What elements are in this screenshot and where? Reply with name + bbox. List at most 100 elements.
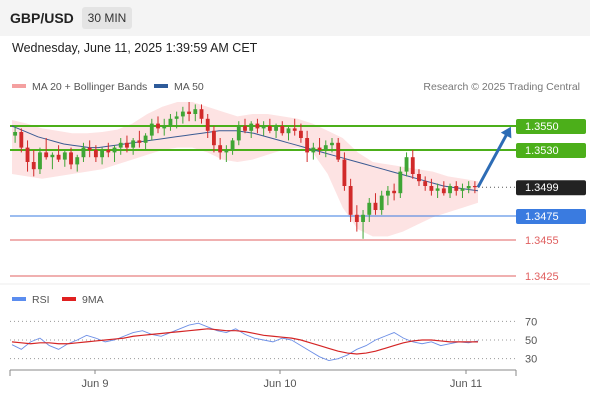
candle-body xyxy=(311,147,316,153)
level-label: 1.3475 xyxy=(525,211,559,223)
legend-swatch xyxy=(12,84,26,88)
level-label: 1.3530 xyxy=(525,145,559,157)
level-label: 1.3455 xyxy=(525,235,559,247)
candle-body xyxy=(429,186,434,191)
candle-body xyxy=(454,186,459,191)
timeframe-button[interactable]: 30 MIN xyxy=(82,7,132,29)
candle-body xyxy=(243,126,247,131)
candle-body xyxy=(236,126,241,141)
candle-body xyxy=(50,154,55,158)
forecast-arrow-head xyxy=(500,126,512,139)
x-tick-label: Jun 10 xyxy=(263,378,296,390)
candle-body xyxy=(56,154,61,160)
candle-body xyxy=(404,157,409,172)
candle-body xyxy=(156,123,160,129)
candle-body xyxy=(423,181,428,186)
candle-body xyxy=(460,188,465,191)
instrument-title: GBP/USD xyxy=(10,10,74,26)
candle-body xyxy=(205,118,210,131)
candle-body xyxy=(25,147,30,162)
x-tick-label: Jun 9 xyxy=(82,378,109,390)
bollinger-band xyxy=(12,102,478,237)
candle-body xyxy=(323,145,328,150)
legend-label: MA 50 xyxy=(174,81,204,93)
rsi-line xyxy=(11,322,479,362)
candle-body xyxy=(38,152,42,170)
legend-swatch xyxy=(154,84,168,88)
candle-body xyxy=(398,171,403,194)
candle-body xyxy=(280,126,285,134)
rsi-legend-swatch xyxy=(62,297,76,301)
level-tag-resistance xyxy=(516,119,586,134)
candle-body xyxy=(361,214,365,222)
candle-body xyxy=(267,126,272,131)
candle-body xyxy=(305,138,310,153)
rsi-tick-label: 30 xyxy=(525,354,537,366)
level-label: 1.3550 xyxy=(525,121,559,133)
candle-body xyxy=(187,111,192,114)
last-price-tag xyxy=(516,180,586,196)
level-label: 1.3499 xyxy=(525,182,559,194)
rsi-9ma-line xyxy=(11,328,478,355)
candle-body xyxy=(162,126,167,129)
candle-body xyxy=(261,126,266,129)
candle-body xyxy=(44,152,49,158)
candle-body xyxy=(249,123,254,131)
level-label: 1.3425 xyxy=(525,271,559,283)
candle-body xyxy=(472,186,477,188)
candle-body xyxy=(330,142,334,146)
candle-body xyxy=(100,150,105,158)
candle-body xyxy=(230,140,235,150)
rsi-legend-label: 9MA xyxy=(82,294,104,306)
candle-body xyxy=(379,195,384,210)
candle-body xyxy=(441,188,446,194)
rsi-tick-label: 70 xyxy=(525,316,537,328)
candle-body xyxy=(87,147,92,150)
candle-body xyxy=(199,109,204,119)
candle-body xyxy=(410,157,415,174)
candle-body xyxy=(149,123,154,136)
credit-text: Research © 2025 Trading Central xyxy=(423,81,580,93)
candle-body xyxy=(212,130,216,146)
candle-body xyxy=(417,174,421,182)
forecast-arrow xyxy=(476,131,510,188)
candle-body xyxy=(298,130,303,138)
candle-body xyxy=(193,109,198,114)
candle-body xyxy=(174,116,179,119)
candle-body xyxy=(373,202,378,210)
candle-body xyxy=(106,150,111,153)
candle-body xyxy=(385,190,390,196)
candle-body xyxy=(69,152,73,165)
candle-body xyxy=(62,152,67,160)
candle-body xyxy=(292,128,297,131)
candle-body xyxy=(317,147,322,150)
candle-body xyxy=(125,142,129,148)
candle-body xyxy=(81,147,86,158)
legend-label: MA 20 + Bollinger Bands xyxy=(32,81,147,93)
candle-body xyxy=(131,140,136,148)
candle-body xyxy=(112,147,117,153)
candle-body xyxy=(218,145,223,153)
candle-body xyxy=(354,214,359,222)
candle-body xyxy=(118,142,123,148)
candle-body xyxy=(224,150,229,153)
candle-body xyxy=(93,150,98,158)
timestamp: Wednesday, June 11, 2025 1:39:59 AM CET xyxy=(12,41,258,55)
candle-body xyxy=(255,123,260,129)
rsi-tick-label: 50 xyxy=(525,335,537,347)
candle-body xyxy=(286,128,291,134)
candle-body xyxy=(342,159,347,186)
level-tag-pivot xyxy=(516,209,586,224)
candle-body xyxy=(19,132,24,148)
candle-body xyxy=(31,162,36,170)
level-tag-resistance xyxy=(516,143,586,158)
candle-body xyxy=(448,186,452,194)
candle-body xyxy=(13,132,18,136)
candle-body xyxy=(336,142,341,160)
candle-body xyxy=(75,157,80,165)
candle-body xyxy=(143,135,148,143)
candle-body xyxy=(137,140,142,143)
candle-body xyxy=(348,186,353,215)
rsi-legend-swatch xyxy=(12,297,26,301)
candle-body xyxy=(367,202,372,215)
